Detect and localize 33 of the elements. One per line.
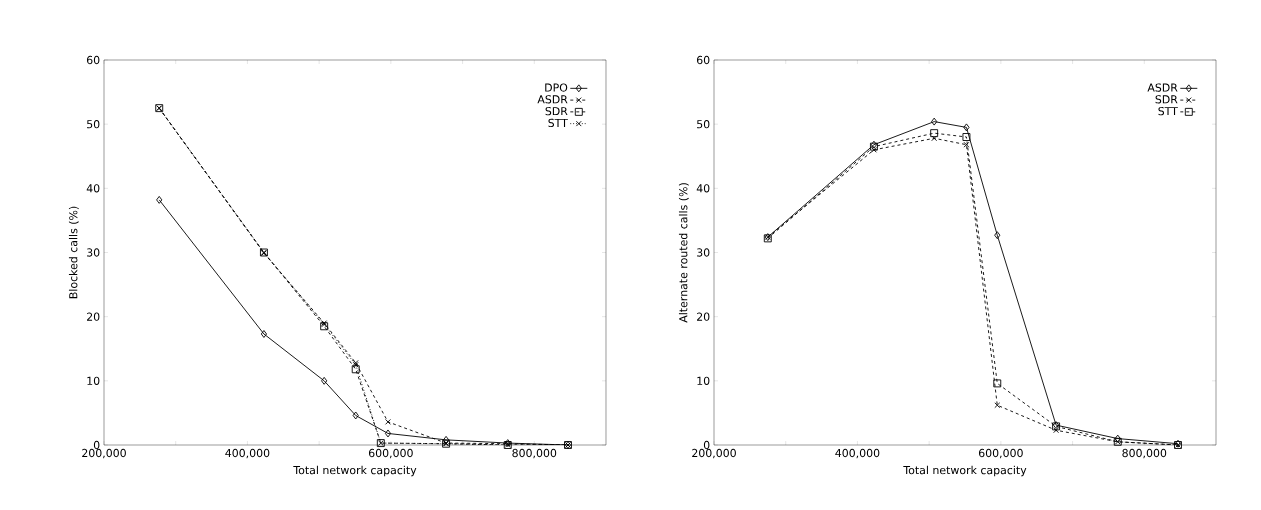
y-axis-title: Blocked calls (%): [68, 206, 79, 299]
y-tick-label: 10: [697, 376, 710, 385]
legend-label: ASDR: [1147, 83, 1178, 92]
legend-label: ASDR: [537, 95, 568, 104]
y-tick-label: 60: [696, 55, 710, 65]
x-tick-label: 600,000: [978, 448, 1023, 459]
y-tick-label: 50: [697, 120, 710, 129]
y-axis-title: Alternate routed calls (%): [678, 183, 689, 323]
x-tick-label: 200,000: [82, 448, 126, 459]
legend-label: STT: [1158, 106, 1178, 116]
legend-label: SDR: [545, 106, 568, 116]
x-axis-title: Total network capacity: [293, 465, 417, 477]
y-tick-label: 60: [86, 55, 100, 65]
x-tick-label: 400,000: [835, 448, 880, 459]
x-axis-title: Total network capacity: [903, 465, 1027, 477]
x-tick-label: 800,000: [1122, 448, 1167, 459]
y-tick-label: 40: [86, 184, 100, 193]
x-tick-label: 200,000: [692, 448, 736, 459]
legend-label: SDR: [1155, 95, 1178, 104]
y-tick-label: 20: [87, 312, 100, 321]
legend-label: STT: [548, 118, 568, 128]
x-tick-label: 800,000: [512, 448, 557, 459]
y-tick-label: 0: [93, 440, 100, 450]
y-tick-label: 40: [696, 184, 710, 193]
y-tick-label: 0: [703, 440, 710, 450]
y-tick-label: 20: [697, 312, 710, 321]
y-tick-label: 30: [87, 248, 100, 257]
x-tick-label: 400,000: [225, 448, 270, 459]
x-tick-label: 600,000: [368, 448, 413, 459]
y-tick-label: 50: [87, 120, 100, 129]
legend-label: DPO: [545, 83, 568, 92]
y-tick-label: 10: [87, 376, 100, 385]
y-tick-label: 30: [697, 248, 710, 257]
